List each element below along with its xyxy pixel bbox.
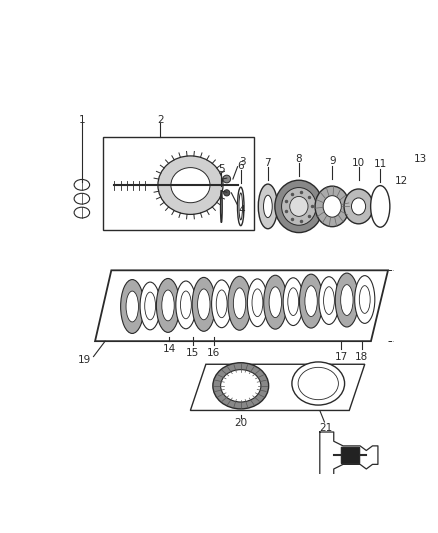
Text: 10: 10 (352, 158, 365, 167)
Text: 3: 3 (239, 157, 246, 167)
Text: 11: 11 (374, 159, 387, 169)
Ellipse shape (351, 198, 366, 215)
Ellipse shape (275, 180, 323, 232)
Ellipse shape (156, 278, 180, 333)
Ellipse shape (158, 156, 223, 214)
Ellipse shape (300, 274, 323, 328)
Ellipse shape (216, 290, 227, 318)
Ellipse shape (140, 282, 160, 330)
Polygon shape (95, 270, 388, 341)
Ellipse shape (283, 278, 303, 326)
Circle shape (224, 190, 230, 196)
Ellipse shape (237, 187, 244, 225)
Ellipse shape (269, 287, 282, 318)
Ellipse shape (399, 180, 438, 232)
Ellipse shape (180, 291, 191, 319)
Text: 15: 15 (186, 348, 199, 358)
Ellipse shape (258, 184, 277, 229)
Ellipse shape (192, 277, 215, 332)
Ellipse shape (405, 188, 436, 225)
Text: 6: 6 (237, 160, 244, 171)
Ellipse shape (264, 195, 272, 217)
Ellipse shape (212, 280, 232, 328)
Text: 5: 5 (218, 164, 225, 174)
Ellipse shape (344, 189, 373, 224)
Ellipse shape (341, 285, 353, 316)
Text: 13: 13 (414, 154, 427, 164)
Text: 17: 17 (335, 352, 348, 361)
Circle shape (397, 203, 405, 210)
Ellipse shape (239, 193, 243, 220)
Text: 12: 12 (395, 176, 408, 186)
Ellipse shape (355, 276, 375, 324)
Text: 2: 2 (157, 115, 163, 125)
Text: 1: 1 (78, 115, 85, 125)
Text: 16: 16 (207, 348, 220, 358)
Ellipse shape (213, 363, 268, 409)
Ellipse shape (323, 196, 341, 217)
Ellipse shape (288, 288, 299, 316)
Ellipse shape (282, 188, 316, 225)
Ellipse shape (228, 276, 251, 330)
Ellipse shape (120, 280, 144, 334)
Ellipse shape (324, 287, 334, 314)
Ellipse shape (298, 367, 339, 400)
Ellipse shape (145, 292, 155, 320)
Ellipse shape (315, 186, 350, 227)
Ellipse shape (233, 288, 246, 319)
Bar (103, 137, 254, 230)
Text: 20: 20 (234, 418, 247, 428)
Ellipse shape (247, 279, 268, 327)
Text: 19: 19 (78, 356, 91, 366)
Text: 8: 8 (296, 154, 302, 164)
Ellipse shape (252, 289, 263, 317)
Polygon shape (342, 447, 359, 463)
Ellipse shape (162, 290, 174, 321)
Ellipse shape (221, 370, 261, 402)
Text: 21: 21 (319, 423, 332, 433)
Text: 9: 9 (329, 156, 336, 166)
Ellipse shape (264, 275, 287, 329)
Text: 18: 18 (355, 352, 368, 361)
Ellipse shape (290, 197, 308, 216)
Polygon shape (191, 364, 365, 410)
Text: 14: 14 (163, 344, 176, 354)
Text: 4: 4 (239, 205, 246, 215)
Ellipse shape (171, 167, 210, 203)
Ellipse shape (371, 185, 390, 227)
Ellipse shape (292, 362, 345, 405)
Circle shape (223, 175, 230, 183)
Ellipse shape (198, 289, 210, 320)
Ellipse shape (305, 286, 317, 317)
Text: 7: 7 (265, 158, 271, 167)
Ellipse shape (126, 291, 138, 322)
Ellipse shape (335, 273, 358, 327)
Ellipse shape (359, 286, 370, 313)
Ellipse shape (176, 281, 196, 329)
Ellipse shape (319, 277, 339, 325)
